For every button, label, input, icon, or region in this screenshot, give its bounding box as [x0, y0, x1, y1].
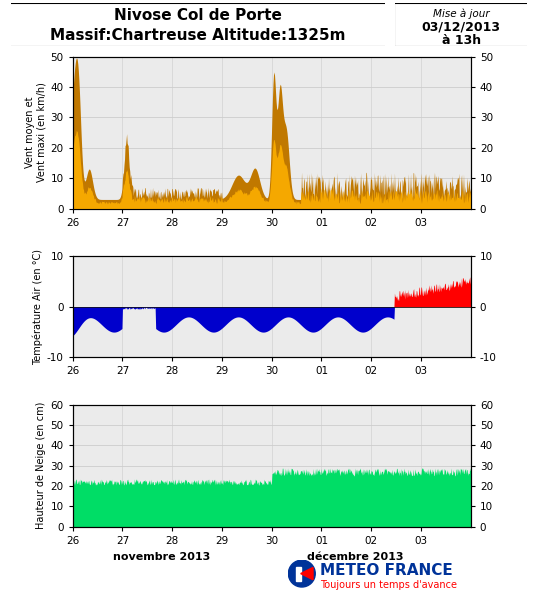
FancyBboxPatch shape [394, 2, 528, 47]
Text: à 13h: à 13h [442, 34, 481, 47]
Bar [296, 566, 301, 581]
Text: Nivose Col de Porte: Nivose Col de Porte [114, 8, 282, 23]
Text: décembre 2013: décembre 2013 [307, 552, 404, 562]
FancyBboxPatch shape [7, 2, 388, 47]
Text: METEO FRANCE: METEO FRANCE [320, 563, 453, 578]
Text: 03/12/2013: 03/12/2013 [422, 21, 501, 34]
Y-axis label: Température Air (en °C): Température Air (en °C) [32, 249, 43, 365]
Y-axis label: Hauteur de Neige (en cm): Hauteur de Neige (en cm) [36, 402, 46, 530]
Text: Massif:Chartreuse Altitude:1325m: Massif:Chartreuse Altitude:1325m [50, 28, 345, 43]
Circle shape [288, 560, 315, 587]
Polygon shape [301, 568, 313, 580]
Text: Mise à jour: Mise à jour [433, 8, 490, 19]
Y-axis label: Vent moyen et
Vent maxi (en km/h): Vent moyen et Vent maxi (en km/h) [25, 83, 46, 183]
Text: novembre 2013: novembre 2013 [113, 552, 210, 562]
Text: Toujours un temps d'avance: Toujours un temps d'avance [320, 580, 457, 590]
